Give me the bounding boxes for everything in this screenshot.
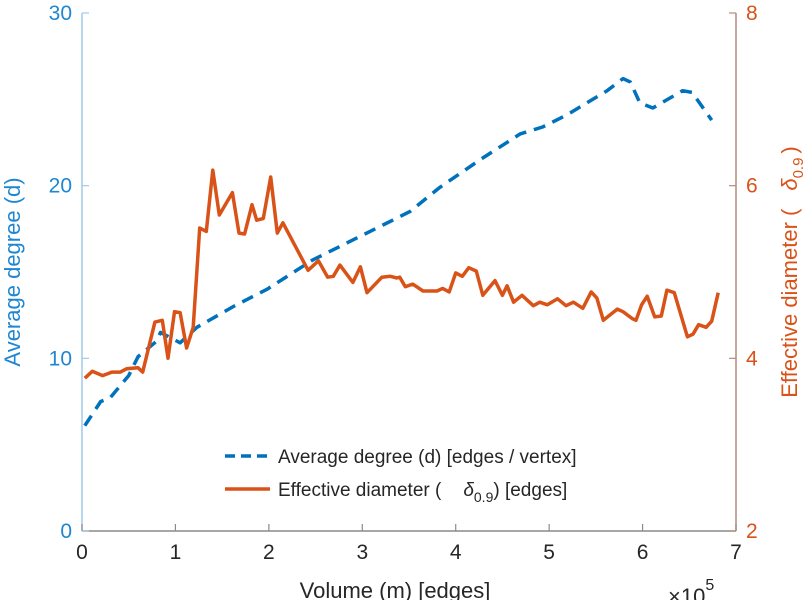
x-tick-label: 5 bbox=[543, 541, 555, 564]
x-tick-label: 6 bbox=[637, 541, 649, 564]
right-y-tick-label: 4 bbox=[746, 347, 758, 370]
left-y-tick-label: 30 bbox=[49, 2, 72, 25]
left-y-tick-label: 10 bbox=[49, 347, 72, 370]
x-tick-label: 2 bbox=[263, 541, 275, 564]
series-effective-diameter-line bbox=[83, 168, 720, 380]
x-axis-label: Volume (m) [edges] bbox=[300, 578, 491, 600]
left-y-tick-label: 0 bbox=[60, 520, 72, 543]
legend-label-effective-diameter: Effective diameter (δ0.9) [edges] bbox=[278, 480, 567, 505]
right-y-tick-label: 8 bbox=[746, 2, 758, 25]
series-average-degree-line bbox=[83, 76, 714, 427]
right-y-tick-label: 6 bbox=[746, 175, 758, 198]
left-axis-label: Average degree (d) bbox=[0, 177, 25, 366]
right-axis-label: Effective diameter (δ0.9) bbox=[777, 146, 807, 398]
axes bbox=[81, 13, 737, 532]
x-tick-label: 3 bbox=[356, 541, 368, 564]
x-tick-label: 0 bbox=[76, 541, 88, 564]
x-multiplier: ×105 bbox=[668, 577, 714, 600]
left-y-tick-label: 20 bbox=[49, 175, 72, 198]
legend-label-average-degree: Average degree (d) [edges / vertex] bbox=[278, 447, 577, 468]
legend: Average degree (d) [edges / vertex] Effe… bbox=[225, 447, 577, 505]
x-tick-label: 7 bbox=[730, 541, 742, 564]
right-y-tick-label: 2 bbox=[746, 520, 758, 543]
x-tick-label: 1 bbox=[170, 541, 182, 564]
x-tick-label: 4 bbox=[450, 541, 462, 564]
